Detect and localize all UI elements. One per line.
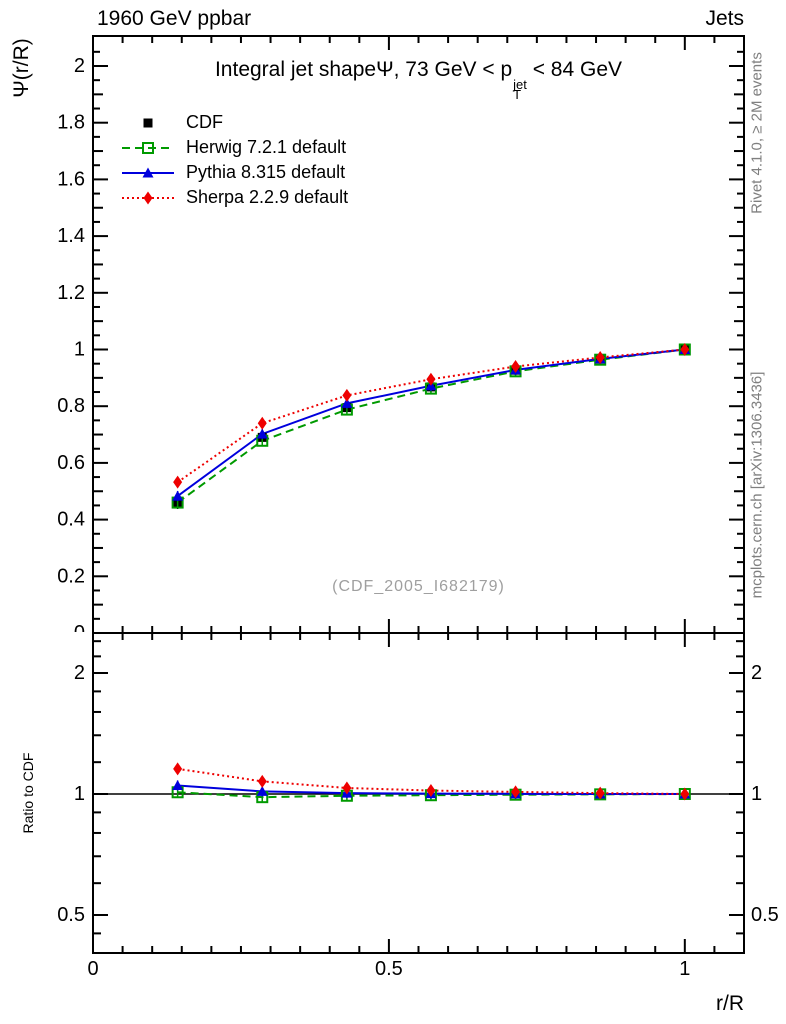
data-point-sherpa	[680, 787, 690, 801]
main-y-tick-label: 0	[74, 622, 85, 644]
main-y-tick-label: 1.2	[57, 282, 85, 304]
series-line-pythia	[177, 348, 685, 497]
header-beam-label: 1960 GeV ppbar	[97, 7, 252, 30]
data-point-sherpa	[595, 350, 605, 364]
data-point-sherpa	[511, 785, 521, 799]
legend-marker-square-open	[122, 141, 174, 154]
pt-jet-superscript-block: jet T	[512, 77, 527, 102]
data-point-pythia	[341, 397, 353, 408]
data-point-pythia	[256, 428, 268, 439]
legend-entry-herwig: Herwig 7.2.1 default	[120, 135, 348, 160]
legend-marker-glyph	[143, 191, 153, 204]
main-y-tick-label: 0.4	[57, 509, 85, 531]
rivet-version-note: Rivet 4.1.0, ≥ 2M events	[748, 52, 766, 214]
plot-title-prefix: Integral jet shape	[214, 58, 377, 81]
data-point-sherpa	[342, 388, 352, 402]
data-point-pythia	[256, 785, 268, 796]
data-point-pythia	[172, 779, 184, 790]
main-y-tick-label: 1.4	[57, 225, 85, 247]
x-axis-tick-label: 1	[679, 958, 690, 980]
legend-marker-glyph	[142, 167, 154, 177]
legend-entry-cdf: CDF	[120, 110, 348, 135]
data-point-sherpa	[426, 784, 436, 798]
series-line-herwig	[177, 348, 685, 504]
header-analysis-label: Jets	[705, 7, 744, 30]
ratio-y-tick-label: 1	[74, 783, 85, 805]
legend-marker-diamond-filled	[122, 191, 174, 204]
data-point-sherpa	[426, 372, 436, 386]
ratio-y-tick-label: 0.5	[57, 904, 85, 926]
legend-marker-triangle-filled	[122, 167, 174, 177]
data-point-sherpa	[342, 781, 352, 795]
data-point-sherpa	[173, 475, 183, 489]
main-y-tick-label: 2	[74, 55, 85, 77]
data-point-pythia	[172, 490, 184, 501]
data-point-sherpa	[680, 343, 690, 356]
x-axis-tick-label: 0.5	[375, 958, 403, 980]
pt-subscript: T	[513, 87, 522, 102]
data-point-sherpa	[511, 360, 521, 374]
ratio-y-axis-title: Ratio to CDF	[20, 752, 36, 834]
ratio-y-tick-label-right: 0.5	[751, 904, 779, 926]
plot-title-psi: Ψ	[376, 58, 394, 81]
main-y-tick-label: 1	[74, 339, 85, 361]
data-point-sherpa	[173, 762, 183, 776]
legend-label: CDF	[186, 112, 223, 132]
series-line-sherpa	[177, 348, 685, 483]
legend-entry-pythia: Pythia 8.315 default	[120, 160, 348, 185]
main-y-tick-label: 1.8	[57, 112, 85, 134]
legend-marker-glyph	[143, 118, 153, 127]
main-y-tick-label: 0.8	[57, 395, 85, 417]
main-y-tick-label: 0.6	[57, 452, 85, 474]
main-y-tick-label: 0.2	[57, 565, 85, 587]
data-point-sherpa	[257, 416, 267, 430]
plot-title: Integral jet shapeΨ, 73 GeV < p jet T < 84…	[93, 58, 744, 102]
main-y-tick-label: 1.6	[57, 168, 85, 190]
legend: CDF Herwig 7.2.1 default Pythia 8.315 defa…	[120, 110, 348, 210]
legend-label: Pythia 8.315 default	[186, 162, 346, 182]
ratio-y-tick-label-right: 1	[751, 783, 762, 805]
legend-entry-sherpa: Sherpa 2.2.9 default	[120, 185, 348, 210]
pt-superscript: jet	[513, 77, 527, 92]
legend-label: Sherpa 2.2.9 default	[186, 187, 349, 207]
data-point-sherpa	[257, 774, 267, 788]
x-axis-tick-label: 0	[87, 958, 98, 980]
mcplots-arxiv-note: mcplots.cern.ch [arXiv:1306.3436]	[748, 371, 766, 599]
plot-title-middle: , 73 GeV < p	[393, 58, 513, 81]
plot-title-suffix: < 84 GeV	[526, 58, 623, 81]
analysis-id-watermark: (CDF_2005_I682179)	[332, 578, 505, 595]
data-point-sherpa	[595, 786, 605, 800]
legend-marker-glyph	[142, 141, 154, 154]
x-axis-title: r/R	[716, 992, 744, 1015]
legend-marker-square-filled	[143, 118, 153, 127]
ratio-y-tick-label-right: 2	[751, 662, 762, 684]
main-y-axis-title: Ψ(r/R)	[10, 38, 33, 98]
legend-label: Herwig 7.2.1 default	[186, 137, 347, 157]
ratio-y-tick-label: 2	[74, 662, 85, 684]
